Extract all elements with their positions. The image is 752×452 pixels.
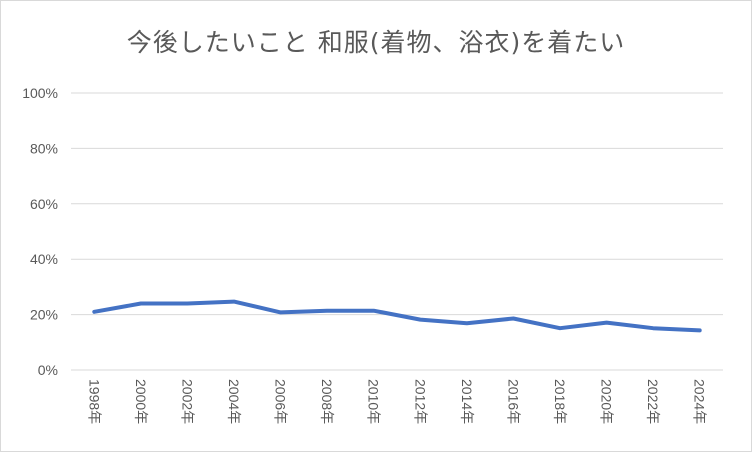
y-tick-label: 0% [38, 362, 58, 378]
y-tick-label: 100% [22, 85, 58, 101]
x-tick-label: 2012年 [412, 379, 428, 424]
x-tick-label: 2014年 [459, 379, 475, 424]
x-tick-label: 2024年 [692, 379, 708, 424]
x-tick-label: 2006年 [273, 379, 289, 424]
x-tick-label: 2000年 [133, 379, 149, 424]
x-tick-label: 2018年 [552, 379, 568, 424]
x-tick-label: 2010年 [366, 379, 382, 424]
y-tick-label: 40% [30, 251, 58, 267]
series-line [92, 299, 702, 333]
x-tick-label: 2008年 [319, 379, 335, 424]
y-tick-label: 20% [30, 307, 58, 323]
y-tick-label: 60% [30, 196, 58, 212]
x-tick-label: 1998年 [86, 379, 102, 424]
x-tick-label: 2004年 [226, 379, 242, 424]
chart-title: 今後したいこと 和服(着物、浴衣)を着たい [126, 28, 626, 57]
y-tick-label: 80% [30, 140, 58, 156]
x-tick-label: 2016年 [505, 379, 521, 424]
x-tick-label: 2022年 [645, 379, 661, 424]
x-tick-label: 2002年 [179, 379, 195, 424]
x-tick-label: 2020年 [599, 379, 615, 424]
